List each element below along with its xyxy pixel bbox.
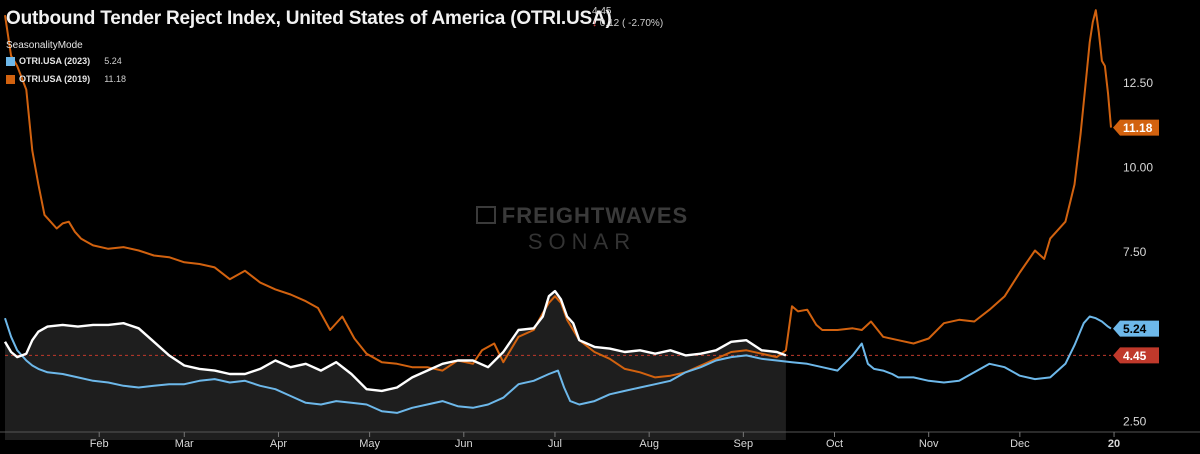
x-tick-label-Aug: Aug	[639, 438, 659, 450]
y-tick-label-12.50: 12.50	[1123, 76, 1153, 90]
legend-label-2023: OTRI.USA (2023)	[19, 56, 91, 66]
x-tick-label-Jul: Jul	[548, 438, 562, 450]
x-tick-label-Jun: Jun	[455, 438, 473, 450]
watermark-brand: FREIGHTWAVES	[501, 203, 689, 228]
end-label-bg-2023	[1113, 320, 1159, 337]
change-row: ↓ 0.12 ( -2.70%)	[592, 18, 663, 30]
x-tick-label-20: 20	[1108, 438, 1120, 450]
watermark-product: SONAR	[527, 229, 637, 254]
x-tick-label-May: May	[359, 438, 380, 450]
end-label-bg-current	[1113, 347, 1159, 364]
axes: Feb Mar Apr May Jun Jul Aug Sep Oct Nov Dec 202.50 7…	[0, 76, 1200, 450]
legend-item-2023[interactable]: OTRI.USA (2023) 5.24	[6, 56, 122, 66]
y-tick-label-10.00: 10.00	[1123, 161, 1153, 175]
end-labels: 11.18 5.24 4.45	[1113, 119, 1159, 364]
legend-swatch-2023	[6, 56, 15, 66]
x-tick-label-Apr: Apr	[270, 438, 287, 450]
series-line-2023	[4, 315, 1112, 414]
x-tick-label-Nov: Nov	[919, 438, 939, 450]
legend-swatch-2019	[6, 74, 15, 84]
end-label-2019: 11.18	[1123, 121, 1153, 135]
y-tick-label-2.50: 2.50	[1123, 414, 1147, 428]
series-line-current	[3, 289, 787, 393]
y-tick-label-7.50: 7.50	[1123, 245, 1147, 259]
end-label-bg-2019	[1113, 119, 1159, 136]
x-tick-label-Oct: Oct	[826, 438, 843, 450]
current-year-area	[5, 291, 786, 440]
current-area-fill	[5, 291, 786, 440]
x-tick-label-Mar: Mar	[175, 438, 194, 450]
last-value-box: 4.45 ↓ 0.12 ( -2.70%)	[592, 6, 663, 30]
seasonality-mode-label: SeasonalityMode	[6, 40, 83, 51]
last-value: 4.45	[592, 6, 612, 17]
down-arrow-icon: ↓	[592, 18, 597, 29]
end-label-2023: 5.24	[1123, 322, 1147, 336]
chart-title: Outbound Tender Reject Index, United Sta…	[6, 8, 612, 29]
legend-label-2019: OTRI.USA (2019)	[19, 74, 91, 84]
change-value: 0.12 ( -2.70%)	[599, 18, 664, 29]
legend-value-2023: 5.24	[104, 56, 122, 66]
x-tick-label-Dec: Dec	[1010, 438, 1030, 450]
end-label-current: 4.45	[1123, 349, 1147, 363]
freightwaves-logo-icon	[475, 206, 496, 224]
legend-value-2019: 11.18	[104, 74, 127, 84]
series-lines	[3, 9, 1112, 414]
legend-item-2019[interactable]: OTRI.USA (2019) 11.18	[6, 74, 126, 84]
x-tick-label-Sep: Sep	[734, 438, 754, 450]
watermark: FREIGHTWAVES SONAR	[452, 203, 712, 255]
x-tick-label-Feb: Feb	[90, 438, 109, 450]
